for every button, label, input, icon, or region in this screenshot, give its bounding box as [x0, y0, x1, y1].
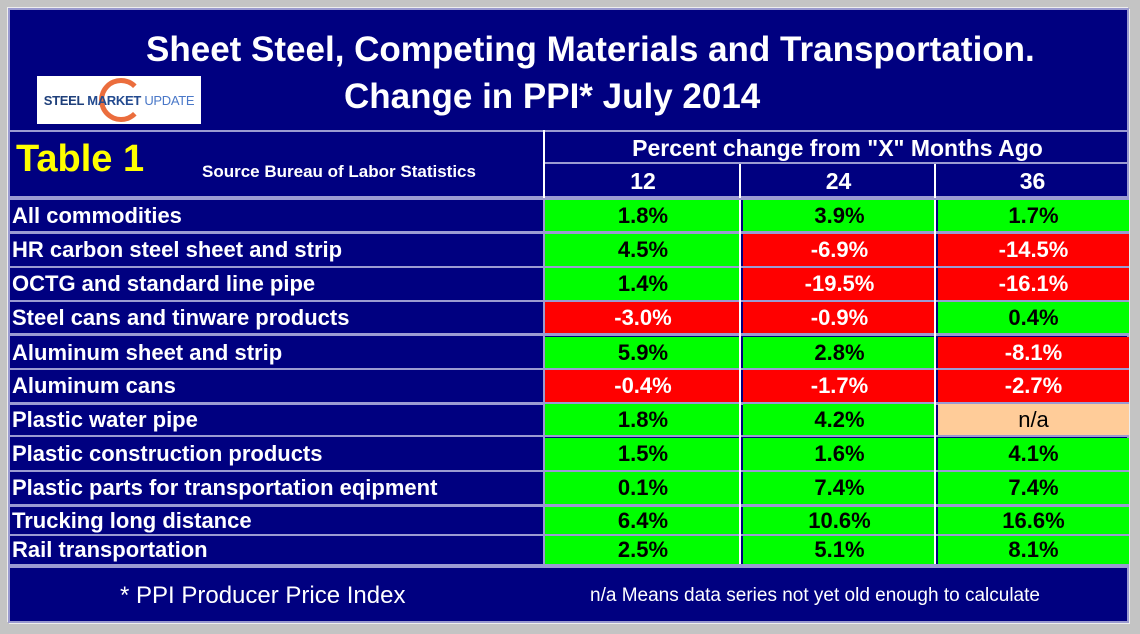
value-cell: 3.9% — [743, 200, 936, 231]
column-divider — [543, 200, 545, 564]
page-title: Sheet Steel, Competing Materials and Tra… — [146, 30, 1035, 69]
row-divider — [10, 534, 1127, 536]
row-label: HR carbon steel sheet and strip — [12, 237, 343, 262]
column-header-36: 36 — [1019, 168, 1046, 194]
row-label: Steel cans and tinware products — [12, 305, 350, 330]
table-frame: STEEL MARKET UPDATE Sheet Steel, Competi… — [8, 8, 1129, 623]
value-cell: -19.5% — [743, 268, 936, 300]
column-divider — [934, 200, 936, 564]
value-cell: -14.5% — [938, 234, 1129, 266]
value-cell: 0.4% — [938, 302, 1129, 333]
logo-text-steel: STEEL — [43, 92, 84, 108]
value-cell: -8.1% — [938, 337, 1129, 368]
column-divider — [543, 130, 545, 198]
column-header-24: 24 — [825, 168, 852, 194]
header-divider — [545, 162, 1129, 164]
value-cell: 1.8% — [545, 404, 741, 435]
value-cell: 4.1% — [938, 438, 1129, 470]
value-cell: 10.6% — [743, 507, 936, 534]
value-cell: 1.5% — [545, 438, 741, 470]
row-divider — [10, 266, 1127, 268]
value-cell: 4.2% — [743, 404, 936, 435]
source-note: Source Bureau of Labor Statistics — [202, 162, 476, 181]
logo-text-update: UPDATE — [144, 92, 195, 108]
column-divider — [739, 200, 741, 564]
value-cell: -0.9% — [743, 302, 936, 333]
row-divider — [10, 196, 1127, 200]
value-cell: 0.1% — [545, 472, 741, 504]
row-divider — [10, 231, 1127, 234]
row-label: Plastic construction products — [12, 441, 323, 466]
value-cell: 4.5% — [545, 234, 741, 266]
row-label: Rail transportation — [12, 537, 208, 562]
value-cell: 1.7% — [938, 200, 1129, 231]
column-divider — [934, 164, 936, 198]
row-label: OCTG and standard line pipe — [12, 271, 316, 296]
row-label: All commodities — [12, 203, 182, 228]
column-divider — [739, 164, 741, 198]
row-divider — [10, 333, 1127, 336]
value-cell: n/a — [938, 404, 1129, 435]
value-cell: 7.4% — [938, 472, 1129, 504]
page-subtitle: Change in PPI* July 2014 — [344, 77, 761, 116]
row-label: Plastic parts for transportation eqipmen… — [12, 475, 438, 500]
row-divider — [10, 300, 1127, 302]
value-cell: 7.4% — [743, 472, 936, 504]
steel-market-update-logo: STEEL MARKET UPDATE — [37, 76, 201, 124]
table-label: Table 1 — [16, 138, 145, 180]
value-cell: 5.1% — [743, 536, 936, 564]
value-cell: 2.8% — [743, 337, 936, 368]
row-divider — [10, 504, 1127, 507]
value-cell: -2.7% — [938, 370, 1129, 402]
row-divider — [10, 435, 1127, 437]
row-label: Aluminum sheet and strip — [12, 340, 283, 365]
row-divider — [10, 470, 1127, 472]
column-group-header: Percent change from "X" Months Ago — [632, 135, 1043, 161]
title-area: STEEL MARKET UPDATE Sheet Steel, Competi… — [10, 10, 1127, 132]
value-cell: -3.0% — [545, 302, 741, 333]
value-cell: 1.6% — [743, 438, 936, 470]
logo-text-market: MARKET — [87, 92, 141, 108]
row-label: Aluminum cans — [12, 373, 176, 398]
row-divider — [10, 368, 1127, 370]
column-header-12: 12 — [630, 168, 656, 194]
value-cell: -0.4% — [545, 370, 741, 402]
value-cell: 16.6% — [938, 507, 1129, 534]
logo-arc-icon — [99, 78, 143, 122]
value-cell: 6.4% — [545, 507, 741, 534]
value-cell: 1.8% — [545, 200, 741, 231]
footnote-ppi: * PPI Producer Price Index — [120, 582, 406, 609]
row-label: Plastic water pipe — [12, 407, 198, 432]
value-cell: 5.9% — [545, 337, 741, 368]
value-cell: -6.9% — [743, 234, 936, 266]
value-cell: 8.1% — [938, 536, 1129, 564]
row-divider — [10, 564, 1127, 568]
value-cell: 1.4% — [545, 268, 741, 300]
value-cell: -1.7% — [743, 370, 936, 402]
row-label: Trucking long distance — [12, 508, 252, 533]
row-divider — [10, 402, 1127, 405]
value-cell: 2.5% — [545, 536, 741, 564]
footnote-na: n/a Means data series not yet old enough… — [590, 585, 1040, 606]
row-divider — [10, 130, 1127, 132]
value-cell: -16.1% — [938, 268, 1129, 300]
